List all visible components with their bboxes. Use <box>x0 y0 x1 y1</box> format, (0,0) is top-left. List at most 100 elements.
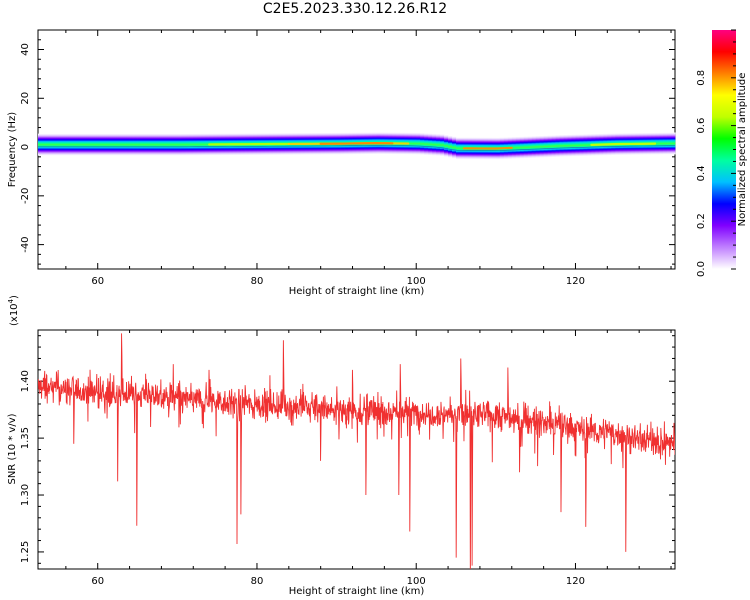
x-tick-label: 100 <box>407 276 426 287</box>
heatmap-cell <box>77 133 83 156</box>
colorbar-tick-label: 0.4 <box>696 165 707 181</box>
heatmap-cell <box>38 133 43 156</box>
heatmap-cell <box>436 133 441 156</box>
heatmap-cell <box>41 133 47 156</box>
heatmap-cell <box>85 133 91 156</box>
heatmap-cell <box>81 133 87 156</box>
heatmap-cell <box>113 133 119 156</box>
heatmap-cell <box>515 136 521 159</box>
y-axis-label-bottom: SNR (10 * v/v) <box>7 413 18 484</box>
y-multiplier: (x104) <box>7 295 20 326</box>
heatmap-cell <box>153 133 158 156</box>
chart-title: C2E5.2023.330.12.26.R12 <box>262 1 448 17</box>
heatmap-cell <box>575 134 580 157</box>
y-tick-label: 1.25 <box>20 541 31 563</box>
heatmap-cell <box>527 136 533 159</box>
heatmap-cell <box>145 133 150 156</box>
plot-frame <box>37 329 676 570</box>
heatmap-cell <box>65 133 71 156</box>
x-tick-label: 60 <box>91 276 104 287</box>
heatmap-cell <box>53 133 59 156</box>
x-tick-label: 120 <box>566 276 585 287</box>
heatmap-cell <box>89 133 95 156</box>
heatmap-cell <box>181 133 186 156</box>
heatmap-cell <box>45 133 51 156</box>
heatmap-cell <box>539 135 545 158</box>
heatmap-cell <box>448 135 453 158</box>
y-tick-label: 20 <box>20 92 31 105</box>
heatmap-cell <box>173 133 178 156</box>
heatmap-cell <box>185 133 190 156</box>
heatmap-cell <box>583 134 588 157</box>
heatmap-cell <box>428 133 433 156</box>
heatmap-cell <box>511 136 517 159</box>
heatmap-cell <box>547 135 552 158</box>
colorbar-tick-label: 0.8 <box>696 70 707 86</box>
heatmap-cell <box>551 135 556 158</box>
x-tick-label: 80 <box>251 276 264 287</box>
heatmap-cell <box>587 134 592 156</box>
colorbar-tick-label: 0.0 <box>696 261 707 277</box>
heatmap-cell <box>189 133 194 156</box>
heatmap-cell <box>157 133 162 156</box>
heatmap-cell <box>452 136 457 159</box>
x-tick-label: 120 <box>566 576 585 587</box>
heatmap-peak <box>590 142 657 146</box>
heatmap-cell <box>93 133 99 156</box>
heatmap-cell <box>161 133 166 156</box>
heatmap-cell <box>655 132 660 155</box>
heatmap-cell <box>420 132 425 155</box>
heatmap-cell <box>165 133 170 156</box>
heatmap-cell <box>125 133 130 156</box>
y-axis-label: Frequency (Hz) <box>7 112 18 188</box>
y-tick-label: 1.35 <box>20 427 31 449</box>
heatmap-cell <box>432 133 437 156</box>
heatmap-cell <box>571 134 576 157</box>
heatmap-cell <box>659 132 664 155</box>
heatmap-cell <box>579 134 584 157</box>
heatmap-cell <box>663 132 668 155</box>
y-multiplier-text: (x104) <box>7 295 20 326</box>
colorbar-tick-label: 0.6 <box>696 118 707 134</box>
heatmap-cell <box>559 134 564 157</box>
heatmap-cell <box>555 135 560 157</box>
y-tick-label: 0 <box>20 144 31 150</box>
heatmap-cell <box>149 133 154 156</box>
y-tick-label: 1.40 <box>20 370 31 392</box>
heatmap-cell <box>460 137 465 160</box>
y-multiplier-exp: 4 <box>7 298 15 303</box>
heatmap-cell <box>109 133 115 156</box>
heatmap-cell <box>137 133 142 156</box>
heatmap-cell <box>416 132 421 155</box>
heatmap-cell <box>519 136 525 159</box>
heatmap-cell <box>97 133 103 156</box>
heatmap-cell <box>456 137 461 160</box>
heatmap-cell <box>105 133 111 156</box>
x-axis-label: Height of straight line (km) <box>289 286 425 297</box>
colorbar-tick-label: 0.2 <box>696 213 707 229</box>
heatmap-cell <box>201 133 206 156</box>
y-tick-label: 40 <box>20 43 31 56</box>
heatmap-cell <box>197 133 202 156</box>
heatmap-cell <box>169 133 174 156</box>
heatmap-peak <box>319 142 394 145</box>
heatmap-cell <box>671 132 676 155</box>
heatmap-cell <box>563 134 568 157</box>
heatmap-cell <box>133 133 138 156</box>
x-tick-label: 80 <box>251 576 264 587</box>
heatmap-cell <box>440 134 445 157</box>
heatmap-cell <box>177 133 182 156</box>
heatmap-cell <box>667 132 672 155</box>
heatmap-cell <box>57 133 63 156</box>
heatmap-cell <box>205 133 210 156</box>
heatmap-cell <box>412 132 417 155</box>
heatmap-cell <box>535 135 541 158</box>
heatmap-cell <box>117 133 123 156</box>
heatmap-cell <box>141 133 146 156</box>
heatmap-cell <box>444 134 449 157</box>
y-tick-label: -40 <box>20 236 31 252</box>
heatmap-cell <box>193 133 198 156</box>
colorbar <box>712 30 736 269</box>
y-multiplier-close: ) <box>9 295 20 299</box>
heatmap-cell <box>73 133 79 156</box>
